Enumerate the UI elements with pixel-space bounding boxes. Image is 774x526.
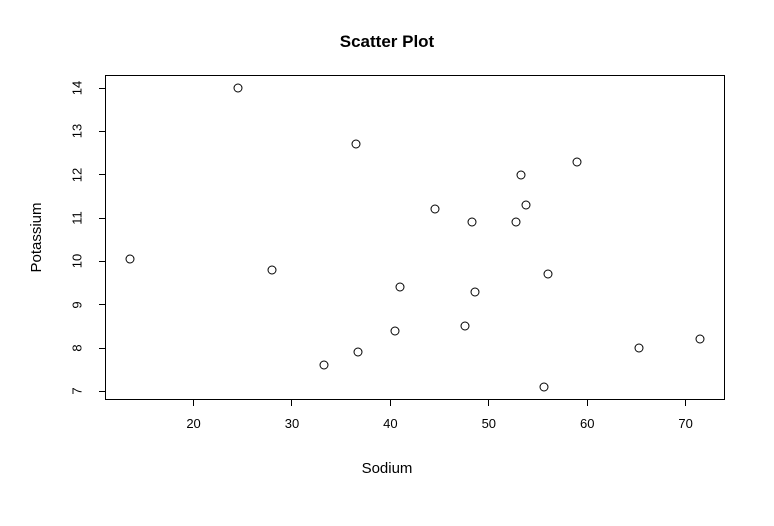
data-point bbox=[430, 205, 439, 214]
data-point bbox=[522, 201, 531, 210]
data-point bbox=[396, 283, 405, 292]
data-point bbox=[461, 322, 470, 331]
y-axis-label: Potassium bbox=[28, 75, 45, 400]
x-tick bbox=[193, 400, 194, 406]
data-point bbox=[391, 326, 400, 335]
data-point bbox=[471, 287, 480, 296]
data-point bbox=[696, 335, 705, 344]
y-tick-label: 12 bbox=[70, 165, 85, 185]
data-point bbox=[635, 344, 644, 353]
y-tick bbox=[99, 218, 105, 219]
data-point bbox=[539, 383, 548, 392]
x-tick bbox=[390, 400, 391, 406]
x-tick-label: 70 bbox=[678, 416, 692, 431]
data-point bbox=[353, 348, 362, 357]
x-tick bbox=[488, 400, 489, 406]
data-point bbox=[468, 218, 477, 227]
x-tick-label: 60 bbox=[580, 416, 594, 431]
chart-title: Scatter Plot bbox=[0, 32, 774, 52]
data-point bbox=[233, 84, 242, 93]
x-tick bbox=[587, 400, 588, 406]
y-tick-label: 8 bbox=[70, 338, 85, 358]
x-tick-label: 30 bbox=[285, 416, 299, 431]
y-tick bbox=[99, 131, 105, 132]
y-tick-label: 13 bbox=[70, 121, 85, 141]
y-tick bbox=[99, 174, 105, 175]
data-point bbox=[351, 140, 360, 149]
y-tick-label: 11 bbox=[70, 208, 85, 228]
y-tick bbox=[99, 391, 105, 392]
y-tick bbox=[99, 348, 105, 349]
y-tick bbox=[99, 304, 105, 305]
x-tick-label: 50 bbox=[482, 416, 496, 431]
data-point bbox=[320, 361, 329, 370]
y-tick bbox=[99, 88, 105, 89]
data-point bbox=[573, 157, 582, 166]
plot-area bbox=[105, 75, 725, 400]
y-tick-label: 14 bbox=[70, 78, 85, 98]
data-point bbox=[543, 270, 552, 279]
x-tick-label: 20 bbox=[186, 416, 200, 431]
data-point bbox=[125, 255, 134, 264]
y-tick-label: 7 bbox=[70, 381, 85, 401]
data-point bbox=[512, 218, 521, 227]
chart-container: Scatter Plot Sodium Potassium 20 30 40 50 60… bbox=[0, 0, 774, 526]
x-tick bbox=[685, 400, 686, 406]
data-point bbox=[268, 266, 277, 275]
y-tick bbox=[99, 261, 105, 262]
data-point bbox=[517, 170, 526, 179]
y-tick-label: 10 bbox=[70, 251, 85, 271]
x-axis-label: Sodium bbox=[0, 460, 774, 477]
y-tick-label: 9 bbox=[70, 295, 85, 315]
x-tick-label: 40 bbox=[383, 416, 397, 431]
x-tick bbox=[291, 400, 292, 406]
